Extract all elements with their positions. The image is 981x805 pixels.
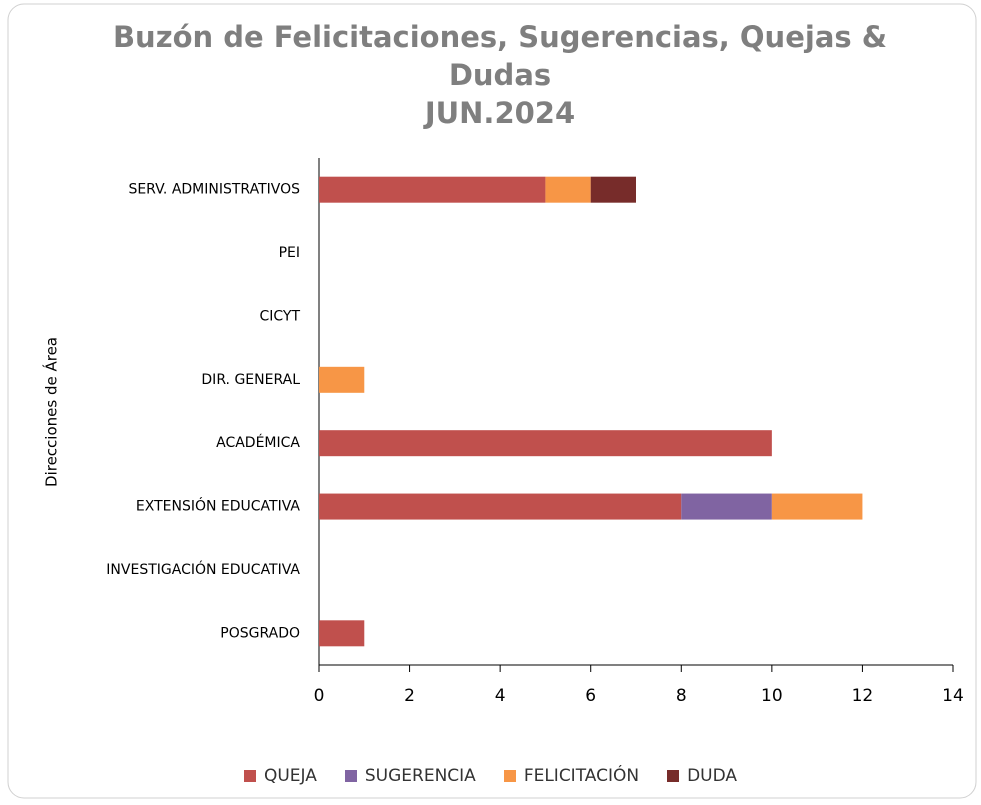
legend: QUEJA SUGERENCIA FELICITACIÓN DUDA	[0, 766, 981, 786]
legend-swatch	[243, 770, 256, 782]
y-axis-label: Direcciones de Área	[42, 337, 61, 487]
chart-border	[7, 3, 977, 799]
bar-segment	[319, 620, 365, 647]
x-tick-label: 14	[942, 686, 964, 706]
y-tick-label: DIR. GENERAL	[201, 372, 300, 388]
bar-segment	[319, 430, 772, 457]
legend-label: DUDA	[687, 766, 738, 786]
x-tick-label: 12	[852, 686, 874, 706]
y-tick-label: ACADÉMICA	[216, 434, 300, 451]
bar-segment	[771, 493, 863, 520]
bar-segment	[681, 493, 772, 520]
legend-item: DUDA	[667, 766, 737, 786]
chart-subtitle: JUN.2024	[424, 96, 576, 130]
y-tick-label: INVESTIGACIÓN EDUCATIVA	[106, 560, 300, 578]
x-tick-label: 8	[676, 686, 687, 706]
y-tick-label: PEI	[279, 245, 300, 261]
bar-segment	[319, 176, 546, 203]
legend-label: FELICITACIÓN	[523, 766, 640, 786]
y-tick-label: POSGRADO	[220, 625, 300, 641]
legend-item: SUGERENCIA	[344, 766, 476, 786]
x-tick-label: 0	[314, 686, 325, 706]
x-tick-label: 10	[761, 686, 783, 706]
legend-item: FELICITACIÓN	[503, 766, 640, 786]
y-tick-label: SERV. ADMINISTRATIVOS	[128, 182, 300, 198]
legend-swatch	[503, 770, 516, 782]
legend-swatch	[344, 770, 357, 782]
legend-item: QUEJA	[243, 766, 317, 786]
bar-segment	[319, 493, 682, 520]
chart-title-block: Buzón de Felicitaciones, Sugerencias, Qu…	[90, 18, 910, 132]
legend-swatch	[667, 770, 680, 782]
x-tick-label: 2	[404, 686, 415, 706]
legend-label: SUGERENCIA	[364, 766, 476, 786]
legend-label: QUEJA	[263, 766, 317, 786]
chart-title: Buzón de Felicitaciones, Sugerencias, Qu…	[112, 20, 888, 92]
x-tick-label: 4	[495, 686, 506, 706]
x-tick-label: 6	[585, 686, 596, 706]
y-tick-label: EXTENSIÓN EDUCATIVA	[136, 497, 301, 515]
y-tick-label: CICYT	[259, 308, 300, 324]
bar-segment	[590, 176, 636, 203]
bar-segment	[545, 176, 591, 203]
bar-segment	[319, 366, 365, 393]
